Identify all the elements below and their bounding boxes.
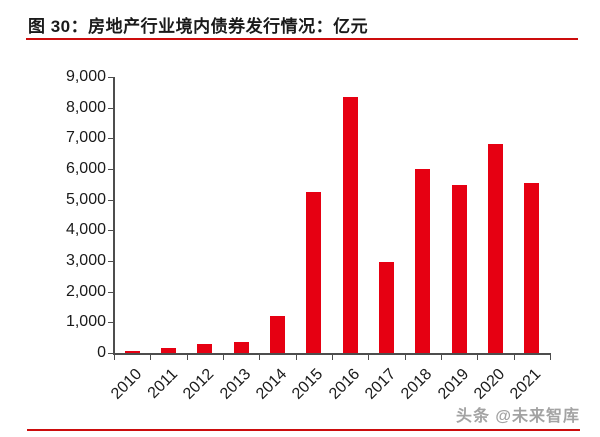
y-tick-label: 8,000 (65, 98, 106, 116)
bottom-rule-divider (27, 429, 580, 431)
bar (124, 350, 140, 353)
title-rule-divider (26, 38, 578, 40)
bar (415, 169, 431, 353)
chart-plot (114, 77, 550, 353)
y-tick-label: 3,000 (65, 252, 106, 269)
y-tick-mark (108, 322, 114, 324)
x-tick-mark (186, 355, 188, 360)
x-tick-label: 2021 (507, 365, 545, 403)
y-tick-mark (108, 138, 114, 140)
bar (197, 344, 213, 353)
x-tick-mark (259, 355, 261, 360)
x-tick-label: 2018 (398, 365, 436, 403)
y-tick-mark (108, 169, 114, 170)
watermark: 头条 @未来智库 (455, 408, 580, 425)
y-tick-mark (108, 291, 114, 293)
y-tick-label: 6,000 (65, 160, 106, 177)
x-tick-mark (150, 355, 152, 360)
x-tick-label: 2017 (361, 365, 400, 403)
y-tick-label: 4,000 (65, 221, 106, 239)
x-axis-line (113, 353, 551, 355)
bar (524, 182, 540, 353)
x-tick-label: 2020 (470, 365, 509, 403)
y-tick-label: 9,000 (65, 68, 106, 85)
bar (488, 144, 503, 353)
chart-title: 图 30：房地产行业境内债券发行情况：亿元 (28, 17, 369, 36)
y-tick-mark (108, 353, 114, 354)
x-tick-mark (477, 355, 479, 360)
bar (379, 262, 394, 353)
bar (306, 192, 322, 353)
x-tick-label: 2011 (144, 365, 182, 402)
x-tick-label: 2015 (289, 365, 327, 403)
x-tick-mark (114, 355, 115, 360)
y-tick-label: 7,000 (65, 129, 106, 147)
y-tick-mark (108, 199, 114, 201)
x-tick-label: 2012 (180, 365, 218, 403)
x-tick-mark (550, 355, 551, 360)
bar (342, 96, 358, 353)
y-tick-mark (108, 230, 114, 232)
x-tick-mark (223, 355, 224, 360)
x-tick-label: 2019 (434, 365, 472, 403)
bar (270, 315, 285, 353)
x-tick-mark (368, 355, 370, 360)
y-axis-line (113, 77, 115, 354)
x-tick-mark (441, 355, 442, 360)
bar (233, 341, 249, 353)
x-tick-label: 2014 (252, 365, 291, 403)
x-tick-mark (404, 355, 406, 360)
y-tick-label: 1,000 (65, 313, 106, 331)
x-tick-mark (513, 355, 515, 360)
x-tick-mark (332, 355, 333, 360)
bar (451, 184, 467, 353)
x-tick-label: 2010 (107, 365, 145, 403)
y-tick-label: 2,000 (65, 282, 106, 300)
y-tick-label: 5,000 (65, 190, 106, 208)
x-tick-label: 2013 (216, 365, 254, 403)
bar (161, 348, 176, 353)
y-tick-mark (108, 261, 114, 262)
y-tick-label: 0 (97, 344, 106, 361)
y-tick-mark (108, 107, 114, 109)
x-tick-label: 2016 (325, 365, 363, 403)
x-tick-mark (295, 355, 297, 360)
y-tick-mark (108, 77, 114, 78)
